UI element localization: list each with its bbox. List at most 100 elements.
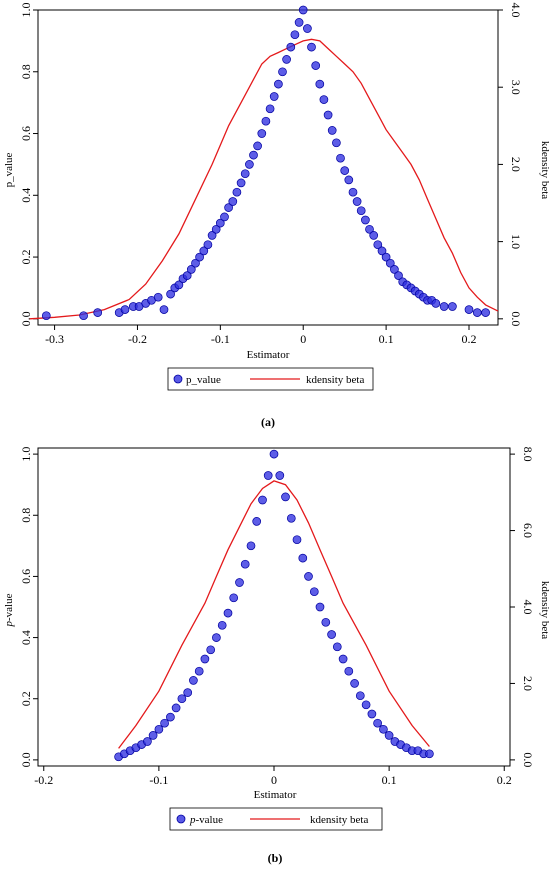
pvalue-point-b: [229, 593, 239, 603]
y-tick-label-left-b: 0.4: [19, 630, 33, 645]
pvalue-point-b: [258, 495, 267, 505]
pvalue-point-b: [309, 587, 319, 597]
legend-marker-pvalue-a: [173, 374, 183, 384]
pvalue-point-b: [321, 617, 331, 627]
legend-label-pvalue-b: p-value: [189, 814, 223, 826]
pvalue-point-a: [79, 311, 88, 321]
pvalue-point-a: [361, 215, 370, 225]
pvalue-point-a: [311, 61, 321, 70]
x-tick-label-a: 0.1: [379, 332, 394, 346]
pvalue-point-a: [191, 258, 200, 268]
y-axis-label-left-b: p-value: [3, 593, 15, 627]
pvalue-point-a: [215, 218, 225, 228]
pvalue-point-b: [367, 709, 377, 719]
y-tick-label-right-b: 4.0: [521, 600, 535, 615]
x-axis-label-a: Estimator: [247, 349, 290, 361]
pvalue-point-b: [315, 602, 325, 612]
pvalue-point-b: [269, 449, 279, 459]
x-axis-label-b: Estimator: [254, 789, 297, 801]
x-tick-label-b: 0.1: [382, 773, 397, 787]
pvalue-point-a: [344, 175, 354, 185]
plot-frame-b: [37, 447, 511, 767]
pvalue-point-a: [323, 110, 333, 120]
legend-b: p-value kdensity beta: [169, 807, 383, 831]
y-tick-label-right-b: 2.0: [521, 676, 535, 691]
pvalue-point-b: [338, 654, 348, 664]
legend-label-kdensity-a: kdensity beta: [306, 374, 364, 386]
pvalue-point-b: [194, 666, 204, 676]
pvalue-point-b: [166, 712, 175, 722]
pvalue-point-a: [303, 24, 312, 33]
pvalue-point-a: [340, 166, 350, 175]
y-tick-label-left-b: 0.6: [19, 569, 33, 584]
pvalue-point-b: [177, 694, 187, 704]
pvalue-point-b: [332, 642, 342, 652]
pvalue-point-b: [183, 688, 193, 697]
pvalue-point-a: [195, 252, 204, 262]
pvalue-point-a: [365, 224, 374, 234]
x-tick-label-b: -0.2: [34, 773, 53, 787]
pvalue-point-b: [160, 718, 169, 728]
x-tick-label-a: -0.1: [211, 332, 230, 346]
pvalue-point-a: [336, 153, 345, 163]
y-axis-label-right-b: kdensity beta: [539, 581, 550, 639]
pvalue-point-b: [171, 703, 181, 713]
pvalue-point-b: [327, 630, 336, 639]
y-tick-label-left-a: 0.4: [19, 188, 33, 203]
pvalue-point-a: [298, 5, 308, 15]
legend-marker-pvalue-b: [176, 814, 186, 824]
pvalue-point-a: [265, 104, 275, 114]
y-tick-label-right-a: 3.0: [509, 80, 523, 95]
y-axis-label-left-a: p_value: [3, 152, 15, 187]
pvalue-point-a: [186, 265, 196, 274]
y-tick-label-left-a: 1.0: [19, 3, 33, 18]
pvalue-point-a: [166, 289, 175, 299]
y-tick-label-right-a: 1.0: [509, 234, 523, 249]
pvalue-point-a: [207, 231, 217, 240]
kdensity-line-b: [118, 480, 430, 749]
pvalue-point-a: [159, 305, 169, 314]
pvalue-point-b: [263, 471, 273, 480]
pvalue-point-a: [369, 231, 379, 240]
x-tick-label-a: 0.2: [461, 332, 476, 346]
pvalue-point-b: [223, 608, 233, 618]
y-tick-label-right-b: 8.0: [521, 447, 535, 462]
pvalue-point-b: [292, 535, 302, 545]
pvalue-point-b: [281, 492, 290, 502]
y-tick-label-left-b: 0.0: [19, 752, 33, 767]
pvalue-point-b: [275, 471, 285, 480]
pvalue-point-a: [319, 95, 329, 104]
y-tick-label-left-a: 0.0: [19, 311, 33, 326]
pvalue-point-b: [246, 541, 256, 551]
y-tick-label-left-b: 0.8: [19, 508, 33, 523]
pvalue-point-a: [431, 299, 441, 308]
pvalue-point-a: [232, 187, 242, 197]
x-tick-label-a: -0.3: [45, 332, 64, 346]
chart-panel-b: -0.2 -0.1 0 0.1 0.2 0.0 0.2 0.4 0.6 0.8 1.0 0.0 2.0 4…: [3, 447, 550, 865]
pvalue-point-a: [356, 206, 366, 216]
kdensity-line-a: [29, 38, 499, 320]
legend-label-kdensity-b: kdensity beta: [310, 814, 368, 826]
caption-b: (b): [268, 851, 283, 865]
x-tick-label-b: -0.1: [149, 773, 168, 787]
x-tick-label-a: -0.2: [128, 332, 147, 346]
legend-label-pvalue-b-italic: p: [189, 814, 196, 826]
pvalue-point-b: [240, 559, 250, 569]
pvalue-point-a: [385, 258, 395, 268]
pvalue-point-a: [257, 129, 267, 138]
legend-label-pvalue-b-rest: -value: [196, 814, 224, 826]
pvalue-point-b: [206, 645, 216, 655]
pvalue-point-b: [425, 749, 434, 759]
pvalue-point-a: [93, 308, 103, 317]
y-tick-label-left-a: 0.6: [19, 126, 33, 141]
pvalue-point-a: [390, 265, 399, 274]
y-tick-label-left-b: 0.2: [19, 691, 33, 706]
pvalue-point-b: [373, 718, 382, 728]
y-tick-label-right-b: 0.0: [521, 752, 535, 767]
pvalue-point-a: [261, 116, 271, 126]
pvalue-point-a: [153, 292, 163, 302]
pvalue-point-a: [274, 79, 283, 89]
pvalue-point-a: [269, 92, 279, 101]
pvalue-point-a: [211, 224, 221, 234]
